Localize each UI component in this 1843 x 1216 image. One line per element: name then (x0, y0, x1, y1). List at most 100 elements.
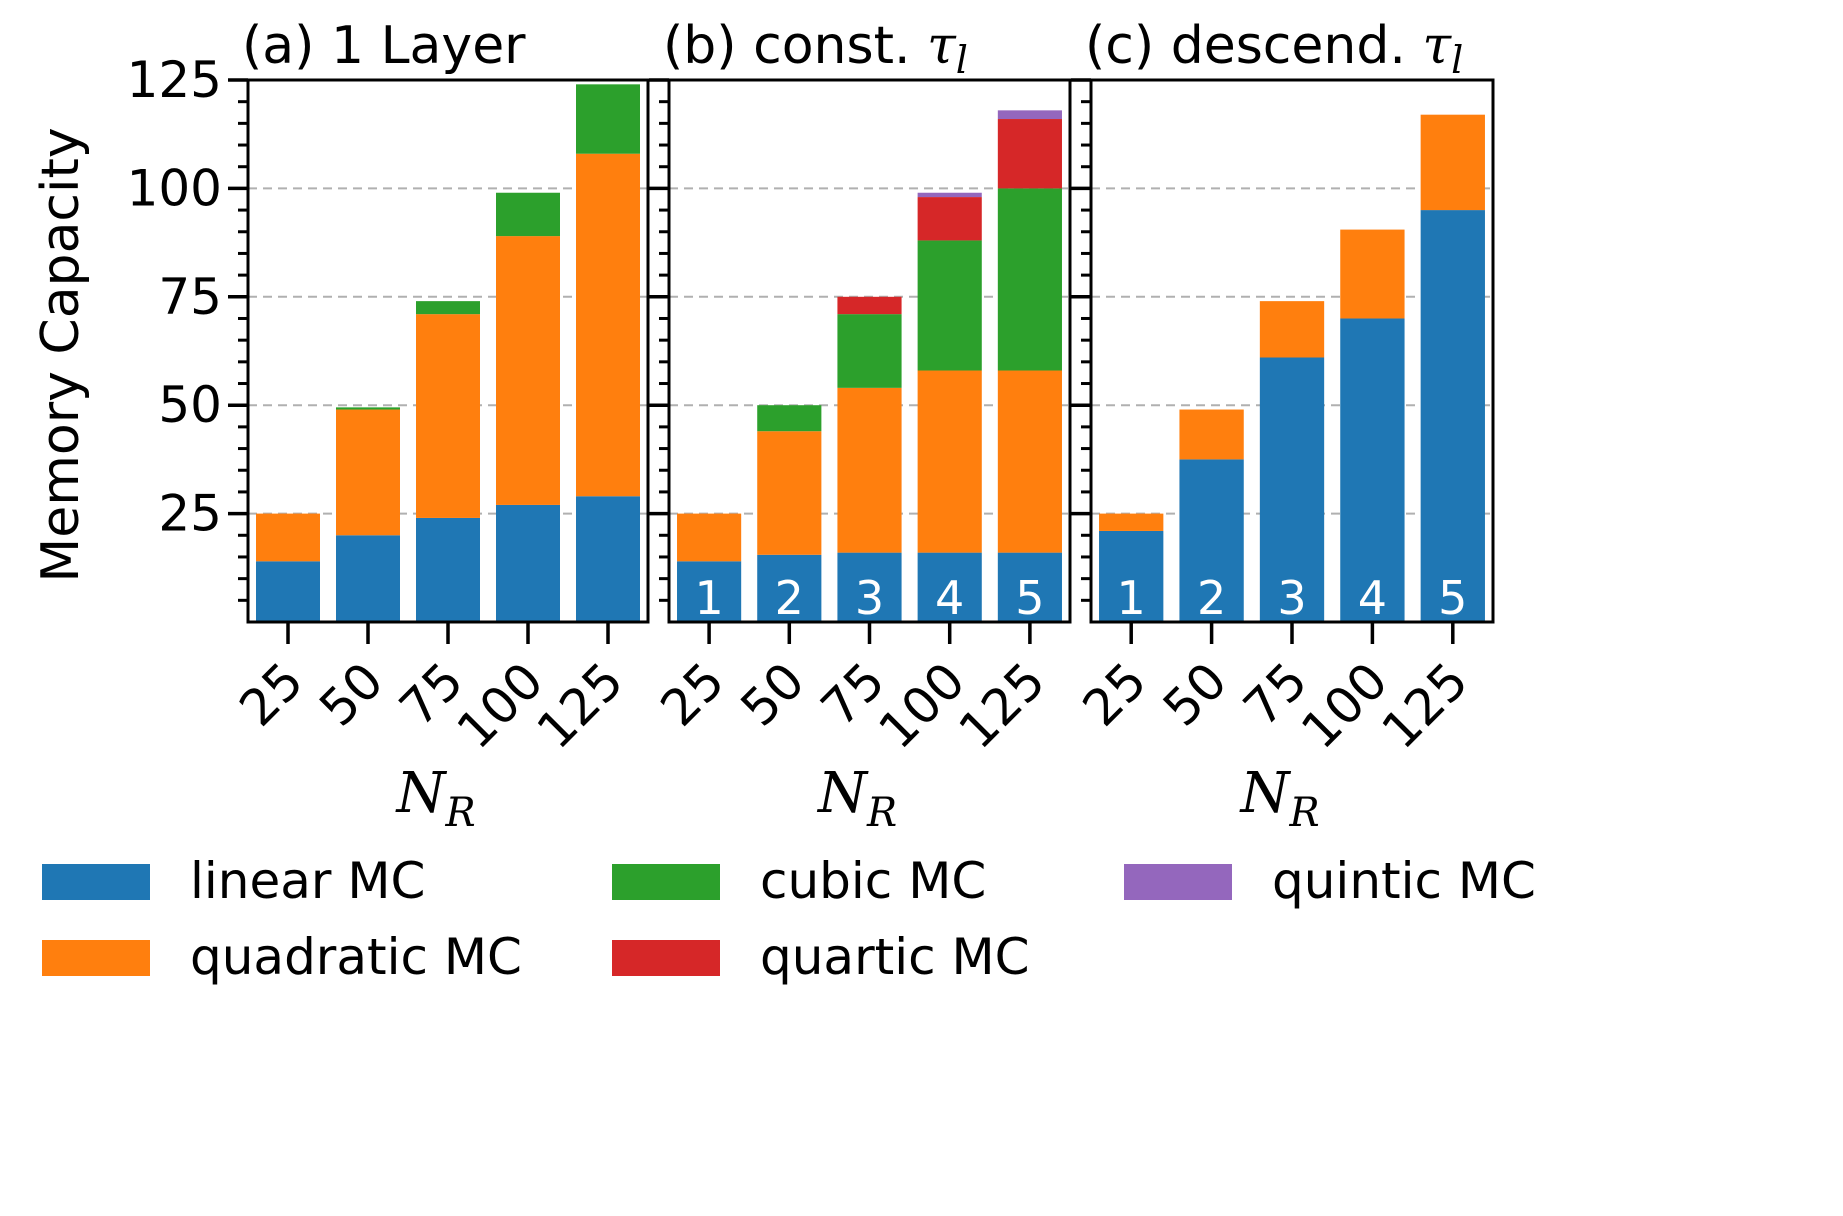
bar-layer-label: 2 (775, 571, 804, 625)
bar-layer-label: 5 (1438, 571, 1467, 625)
legend-swatch-quintic (1124, 864, 1232, 900)
legend-swatch-quadratic (42, 940, 150, 976)
bar-linear (416, 517, 480, 622)
bar-cubic (336, 407, 400, 410)
panel-title: (a) 1 Layer (242, 16, 526, 76)
panel-title-tau-sub: l (1451, 38, 1463, 82)
bar-linear (256, 561, 320, 622)
legend-swatch-linear (42, 864, 150, 900)
bar-cubic (997, 188, 1062, 371)
y-tick-label: 75 (158, 268, 222, 326)
panel-title-text: (c) descend. (1085, 16, 1422, 76)
x-axis-label-main: N (816, 761, 869, 826)
x-tick-label: 25 (650, 651, 736, 737)
panel-title-tau: τ (927, 16, 957, 76)
bar-linear (757, 554, 822, 622)
x-axis-label: NR (394, 761, 475, 836)
legend-label: linear MC (190, 852, 425, 910)
panel-title-text: (b) const. (663, 16, 927, 76)
bar-linear (917, 552, 982, 622)
bar-linear (677, 561, 742, 622)
bar-quadratic (256, 513, 320, 562)
bar-linear (496, 504, 560, 622)
legend-label: quintic MC (1272, 852, 1536, 910)
panel-title-tau: τ (1422, 16, 1452, 76)
bar-linear (1420, 210, 1485, 622)
bar-cubic (757, 405, 822, 432)
bar-quadratic (576, 153, 640, 497)
y-tick-label: 50 (158, 376, 222, 434)
bar-layer-label: 4 (935, 571, 964, 625)
x-axis-label-main: N (1238, 761, 1291, 826)
bar-quintic (997, 110, 1062, 120)
x-tick-label: 25 (1072, 651, 1158, 737)
bar-quadratic (1259, 301, 1325, 358)
bar-quadratic (757, 431, 822, 555)
bar-layer-label: 4 (1358, 571, 1387, 625)
x-tick-label: 50 (730, 651, 816, 737)
y-tick-label: 100 (127, 159, 222, 217)
bar-cubic (416, 301, 480, 315)
bar-quadratic (1099, 513, 1164, 531)
x-tick-label: 25 (228, 651, 314, 737)
legend-swatch-quartic (612, 940, 720, 976)
panel-title-text: (a) 1 Layer (242, 16, 526, 76)
bar-layer-label: 1 (694, 571, 723, 625)
bar-layer-label: 2 (1197, 571, 1226, 625)
bar-linear (1099, 530, 1164, 622)
x-tick-label: 125 (526, 651, 634, 759)
panel-title-tau-sub: l (956, 38, 968, 82)
bar-linear (997, 552, 1062, 622)
bar-quadratic (1179, 409, 1244, 460)
legend-swatch-cubic (612, 864, 720, 900)
bar-quartic (917, 197, 982, 241)
bar-quartic (837, 296, 902, 315)
x-tick-label: 125 (1371, 651, 1479, 759)
bar-linear (1259, 357, 1325, 622)
legend-label: quartic MC (760, 928, 1030, 986)
bar-quadratic (1420, 114, 1485, 211)
x-tick-label: 100 (1290, 651, 1398, 759)
bar-layer-label: 3 (1277, 571, 1306, 625)
bar-linear (837, 552, 902, 622)
x-tick-label: 50 (1152, 651, 1238, 737)
bar-quadratic (336, 409, 400, 536)
x-axis-label-main: N (394, 761, 447, 826)
bar-linear (576, 496, 640, 622)
legend-label: quadratic MC (190, 928, 522, 986)
x-tick-label: 50 (308, 651, 394, 737)
y-tick-label: 25 (158, 485, 222, 543)
bar-cubic (576, 84, 640, 154)
bar-linear (336, 535, 400, 622)
legend-label: cubic MC (760, 852, 986, 910)
bar-quintic (917, 192, 982, 198)
bar-quartic (997, 119, 1062, 189)
bar-quadratic (677, 513, 742, 562)
bar-quadratic (496, 236, 560, 505)
bar-quadratic (837, 387, 902, 553)
bar-layer-label: 5 (1015, 571, 1044, 625)
bar-layer-label: 1 (1117, 571, 1146, 625)
bar-linear (1340, 318, 1405, 622)
legend: linear MC quadratic MC cubic MC quartic MC q… (42, 852, 1536, 986)
bar-quadratic (917, 370, 982, 553)
bar-quadratic (416, 314, 480, 518)
bar-layer-label: 3 (855, 571, 884, 625)
x-axis-label-sub: R (1288, 790, 1319, 836)
x-axis-label: NR (1238, 761, 1319, 836)
x-axis-label-sub: R (444, 790, 475, 836)
bar-cubic (496, 192, 560, 237)
y-tick-label: 125 (127, 51, 222, 109)
bar-quadratic (1340, 229, 1405, 319)
bar-cubic (837, 314, 902, 388)
x-axis-label-sub: R (866, 790, 897, 836)
x-tick-label: 125 (948, 651, 1056, 759)
panel-title: (b) const. τl (663, 16, 968, 82)
bar-quadratic (997, 370, 1062, 553)
panel-title: (c) descend. τl (1085, 16, 1463, 82)
